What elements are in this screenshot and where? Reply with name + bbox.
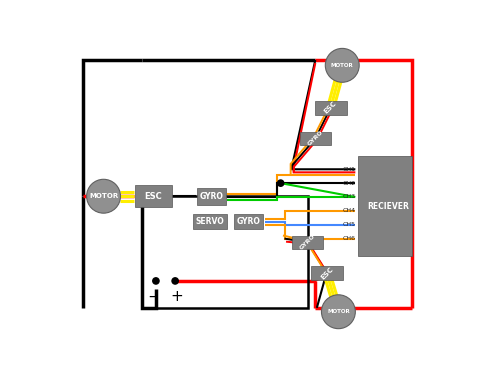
FancyBboxPatch shape: [193, 214, 227, 229]
Text: +: +: [170, 289, 183, 304]
Text: CH6: CH6: [343, 236, 356, 241]
Text: GYRO: GYRO: [236, 217, 260, 226]
Text: CH1: CH1: [343, 167, 356, 172]
FancyBboxPatch shape: [197, 188, 226, 205]
Text: CH3: CH3: [343, 195, 356, 200]
Circle shape: [171, 277, 179, 285]
Text: CH4: CH4: [343, 209, 356, 214]
Text: –: –: [148, 289, 156, 304]
Text: GYRO: GYRO: [299, 234, 316, 251]
Text: MOTOR: MOTOR: [331, 63, 354, 68]
Text: SERVO: SERVO: [195, 217, 224, 226]
Text: ESC: ESC: [324, 100, 338, 115]
FancyBboxPatch shape: [234, 214, 263, 229]
Circle shape: [322, 295, 355, 329]
Circle shape: [86, 179, 120, 213]
Text: ESC: ESC: [320, 266, 334, 281]
FancyBboxPatch shape: [292, 236, 323, 248]
FancyBboxPatch shape: [311, 266, 343, 280]
Circle shape: [152, 277, 160, 285]
Text: ESC: ESC: [145, 192, 162, 201]
Circle shape: [277, 179, 285, 187]
Text: GYRO: GYRO: [307, 130, 324, 147]
Text: MOTOR: MOTOR: [89, 193, 118, 199]
Text: CH5: CH5: [343, 222, 356, 227]
FancyBboxPatch shape: [300, 132, 331, 145]
Circle shape: [325, 48, 359, 82]
Text: MOTOR: MOTOR: [327, 309, 350, 314]
FancyBboxPatch shape: [358, 156, 411, 256]
FancyBboxPatch shape: [314, 101, 347, 114]
Text: GYRO: GYRO: [199, 192, 223, 201]
FancyBboxPatch shape: [135, 185, 172, 207]
Text: RECIEVER: RECIEVER: [368, 202, 409, 211]
Text: CH2: CH2: [343, 180, 356, 185]
